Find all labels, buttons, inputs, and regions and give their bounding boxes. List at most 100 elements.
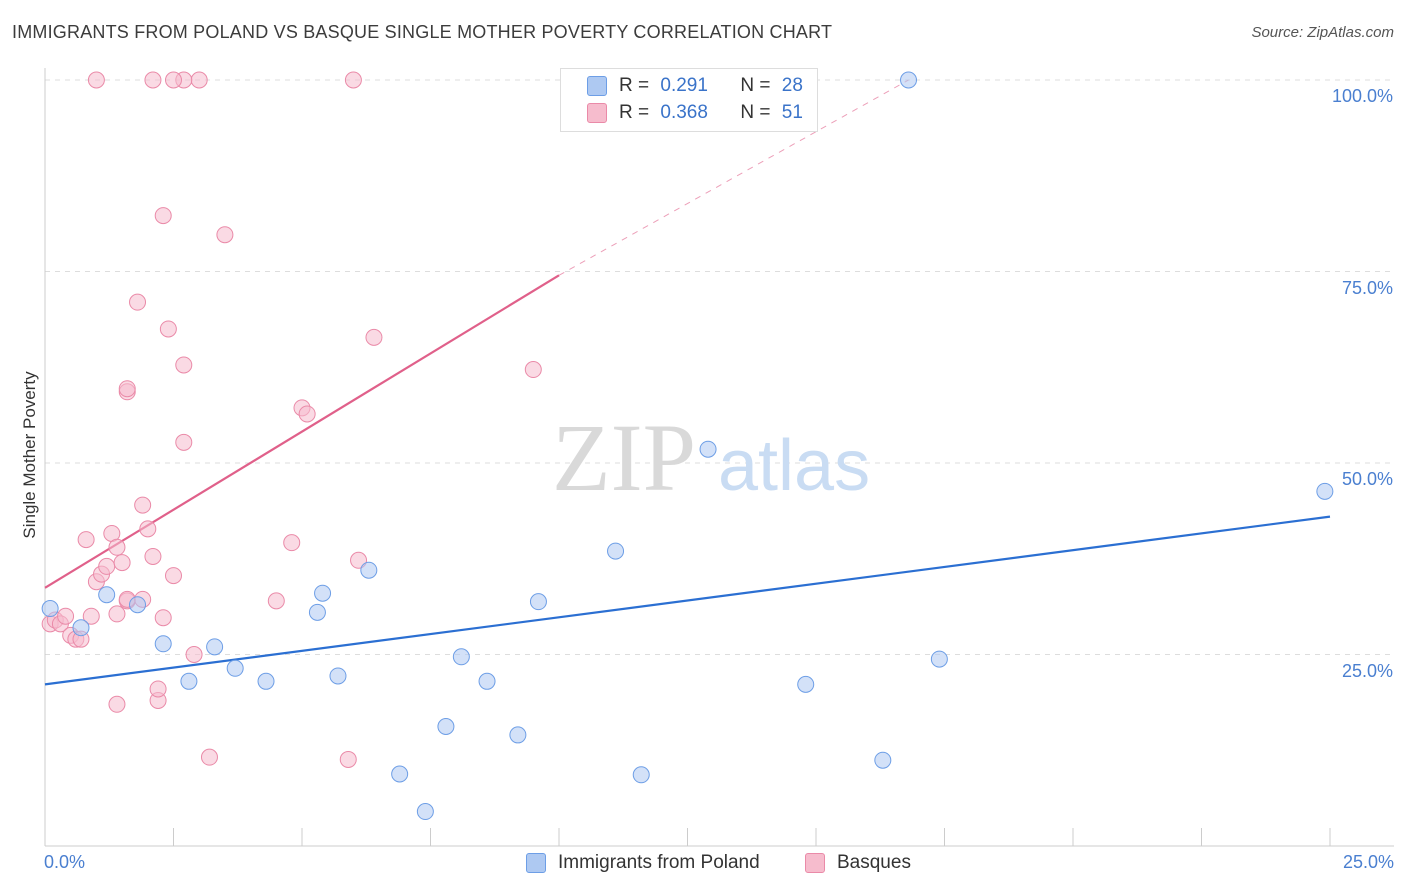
basque-trend-line xyxy=(44,274,560,589)
basque-point xyxy=(113,554,131,572)
legend-item-basques: Basques xyxy=(805,852,911,874)
poland-trend-line xyxy=(44,515,1331,686)
basque-swatch xyxy=(587,103,607,123)
basque-point xyxy=(144,71,162,89)
trend-lines xyxy=(44,79,1331,686)
legend-label: Immigrants from Poland xyxy=(558,852,760,873)
poland-point xyxy=(930,650,948,668)
poland-point xyxy=(1316,482,1334,500)
y-tick-label: 75.0% xyxy=(1341,277,1393,298)
poland-point xyxy=(360,561,378,579)
n-label: N = xyxy=(740,75,771,96)
basque-point xyxy=(344,71,362,89)
r-value: 0.291 xyxy=(660,75,708,96)
poland-point xyxy=(900,71,918,89)
watermark-zip: ZIP xyxy=(552,404,696,511)
basque-point xyxy=(175,433,193,451)
basque-point xyxy=(165,567,182,585)
basque-point xyxy=(175,356,193,374)
poland-point xyxy=(180,672,198,690)
legend-label: Basques xyxy=(837,852,911,873)
series-legend: Immigrants from Poland Basques xyxy=(0,852,1406,878)
poland-point xyxy=(72,619,90,637)
y-tick-label: 50.0% xyxy=(1341,469,1393,489)
watermark: ZIP atlas xyxy=(552,404,870,511)
basque-point xyxy=(108,605,126,623)
poland-point xyxy=(257,672,275,690)
basque-point xyxy=(524,361,542,379)
poland-point xyxy=(226,659,244,677)
poland-point xyxy=(797,675,815,693)
basque-point xyxy=(129,293,147,311)
basque-point xyxy=(298,405,316,423)
basque-point xyxy=(216,226,234,244)
n-label: N = xyxy=(740,102,771,123)
r-label: R = xyxy=(619,102,650,123)
basque-point xyxy=(87,71,105,89)
poland-point xyxy=(308,603,326,621)
basque-point xyxy=(108,538,126,556)
basque-point xyxy=(267,592,285,610)
watermark-atlas: atlas xyxy=(718,426,870,506)
poland-point xyxy=(699,440,717,458)
y-tick-label: 25.0% xyxy=(1341,660,1393,681)
legend-item-poland: Immigrants from Poland xyxy=(526,852,760,874)
poland-point xyxy=(452,648,470,666)
basque-swatch xyxy=(805,853,825,873)
basque-point xyxy=(139,520,157,538)
poland-swatch xyxy=(526,853,546,873)
poland-point xyxy=(206,638,224,656)
data-points xyxy=(41,71,1334,821)
poland-point xyxy=(314,584,332,602)
poland-point xyxy=(632,766,650,784)
poland-point xyxy=(529,593,547,611)
chart-title: IMMIGRANTS FROM POLAND VS BASQUE SINGLE … xyxy=(12,22,833,42)
legend-row-basques: R = 0.368 N = 51 xyxy=(587,101,803,125)
poland-point xyxy=(98,586,116,604)
basque-point xyxy=(154,609,172,627)
poland-swatch xyxy=(587,76,607,96)
x-tick-label: 25.0% xyxy=(1342,852,1394,872)
n-value: 51 xyxy=(781,102,803,123)
basque-point xyxy=(149,680,167,698)
poland-point xyxy=(129,596,147,614)
poland-point xyxy=(41,600,59,618)
basque-point xyxy=(159,320,177,338)
source-label: Source: ZipAtlas.com xyxy=(1251,24,1394,41)
poland-point xyxy=(437,718,455,736)
poland-point xyxy=(874,751,892,769)
basque-point xyxy=(350,551,368,569)
r-label: R = xyxy=(619,75,650,96)
basque-point xyxy=(77,531,95,549)
n-value: 28 xyxy=(781,75,803,96)
grid xyxy=(45,79,1394,655)
basque-point xyxy=(185,646,203,663)
y-axis-label: Single Mother Poverty xyxy=(20,371,39,539)
basque-point xyxy=(118,380,136,398)
basque-point xyxy=(154,207,172,225)
poland-point xyxy=(416,803,434,821)
basque-point xyxy=(57,607,75,625)
y-tick-label: 100.0% xyxy=(1331,86,1393,106)
basque-point xyxy=(82,607,100,625)
basque-point xyxy=(365,328,383,346)
poland-point xyxy=(391,765,409,783)
basque-point xyxy=(190,71,208,89)
poland-point xyxy=(509,726,527,744)
basque-point xyxy=(339,750,357,768)
correlation-legend: R = 0.291 N = 28 R = 0.368 N = 51 xyxy=(560,68,818,132)
x-tick-label: 0.0% xyxy=(44,852,86,872)
basque-point xyxy=(134,496,152,514)
basque-point xyxy=(108,695,126,713)
legend-row-poland: R = 0.291 N = 28 xyxy=(587,74,803,98)
basque-point xyxy=(165,71,182,89)
basque-point xyxy=(283,534,301,552)
basque-point xyxy=(98,557,116,575)
basque-point xyxy=(144,547,162,565)
r-value: 0.368 xyxy=(660,102,708,123)
basque-point xyxy=(200,748,218,766)
poland-point xyxy=(329,667,347,685)
poland-point xyxy=(154,635,172,653)
poland-point xyxy=(478,672,496,690)
